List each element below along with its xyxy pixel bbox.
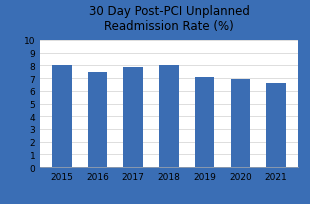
Bar xyxy=(159,66,179,167)
Bar xyxy=(195,78,215,167)
Bar xyxy=(266,84,286,167)
Title: 30 Day Post-PCI Unplanned
Readmission Rate (%): 30 Day Post-PCI Unplanned Readmission Ra… xyxy=(89,5,249,33)
Bar xyxy=(88,72,107,167)
Bar xyxy=(123,67,143,167)
Bar xyxy=(231,80,250,167)
Bar xyxy=(52,66,72,167)
